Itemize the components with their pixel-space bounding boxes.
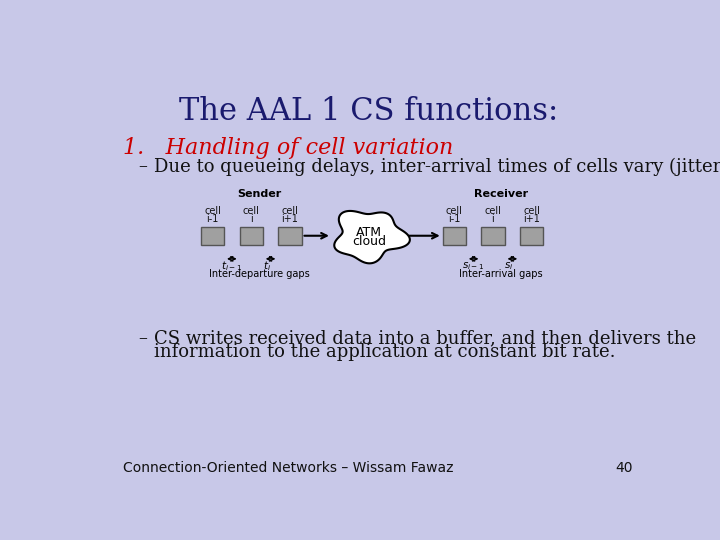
Text: Sender: Sender xyxy=(237,189,281,199)
Text: Receiver: Receiver xyxy=(474,189,528,199)
FancyBboxPatch shape xyxy=(520,226,544,245)
Text: i: i xyxy=(250,214,253,224)
Text: cell: cell xyxy=(485,206,501,216)
Text: Inter-departure gaps: Inter-departure gaps xyxy=(209,269,310,279)
Text: information to the application at constant bit rate.: information to the application at consta… xyxy=(153,343,615,361)
Text: –: – xyxy=(138,158,147,176)
PathPatch shape xyxy=(334,211,410,264)
Text: 1.   Handling of cell variation: 1. Handling of cell variation xyxy=(122,137,453,159)
Text: The AAL 1 CS functions:: The AAL 1 CS functions: xyxy=(179,96,559,126)
Text: i+1: i+1 xyxy=(282,214,298,224)
Text: $s_{i-1}$: $s_{i-1}$ xyxy=(462,260,485,272)
Text: cell: cell xyxy=(523,206,540,216)
Text: cell: cell xyxy=(204,206,221,216)
Text: ATM: ATM xyxy=(356,226,382,239)
Text: –: – xyxy=(138,329,147,347)
Text: Inter-arrival gaps: Inter-arrival gaps xyxy=(459,269,543,279)
FancyBboxPatch shape xyxy=(482,226,505,245)
Text: $t_{i}$: $t_{i}$ xyxy=(263,259,271,273)
Text: i-1: i-1 xyxy=(448,214,460,224)
Text: cloud: cloud xyxy=(352,235,386,248)
Text: i-1: i-1 xyxy=(206,214,219,224)
FancyBboxPatch shape xyxy=(201,226,224,245)
FancyBboxPatch shape xyxy=(279,226,302,245)
Text: cell: cell xyxy=(243,206,260,216)
FancyBboxPatch shape xyxy=(443,226,466,245)
Text: i+1: i+1 xyxy=(523,214,540,224)
Text: Due to queueing delays, inter-arrival times of cells vary (jitter).: Due to queueing delays, inter-arrival ti… xyxy=(153,157,720,176)
Text: i: i xyxy=(492,214,495,224)
Text: cell: cell xyxy=(282,206,298,216)
Text: $t_{i-1}$: $t_{i-1}$ xyxy=(221,259,243,273)
Text: Connection-Oriented Networks – Wissam Fawaz: Connection-Oriented Networks – Wissam Fa… xyxy=(122,461,453,475)
Text: 40: 40 xyxy=(616,461,633,475)
Text: cell: cell xyxy=(446,206,463,216)
FancyBboxPatch shape xyxy=(240,226,263,245)
Text: CS writes received data into a buffer, and then delivers the: CS writes received data into a buffer, a… xyxy=(153,329,696,347)
Text: $s_{i}$: $s_{i}$ xyxy=(504,260,513,272)
